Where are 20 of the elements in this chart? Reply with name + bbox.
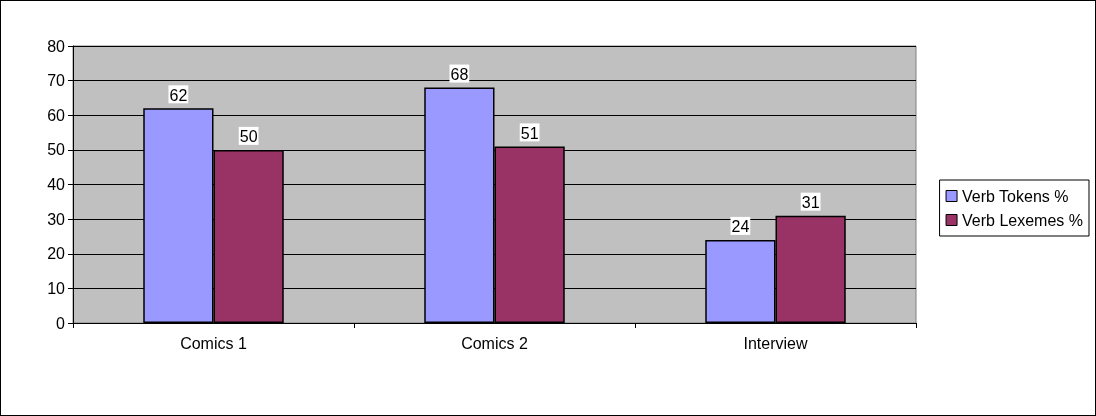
data-label: 24 — [731, 218, 750, 236]
x-tick-label: Comics 1 — [180, 334, 247, 352]
x-tick-label: Comics 2 — [461, 334, 528, 352]
y-tick-label: 70 — [47, 72, 66, 90]
y-tick-label: 0 — [56, 314, 66, 332]
y-tick-label: 40 — [47, 176, 66, 193]
data-label: 50 — [239, 128, 258, 146]
x-tick-label: Interview — [743, 334, 808, 352]
y-tick-label: 60 — [47, 106, 66, 124]
data-label: 51 — [520, 124, 539, 142]
legend-label: Verb Tokens % — [962, 187, 1069, 205]
y-tick-label: 30 — [47, 210, 66, 228]
y-tick-label: 80 — [47, 37, 66, 55]
data-label: 68 — [450, 66, 469, 84]
y-tick-label: 20 — [47, 245, 66, 263]
data-label: 62 — [169, 86, 188, 104]
y-tick-label: 10 — [47, 279, 66, 297]
legend-label: Verb Lexemes % — [962, 211, 1083, 229]
data-label: 31 — [801, 194, 820, 212]
y-tick-label: 50 — [47, 141, 66, 159]
